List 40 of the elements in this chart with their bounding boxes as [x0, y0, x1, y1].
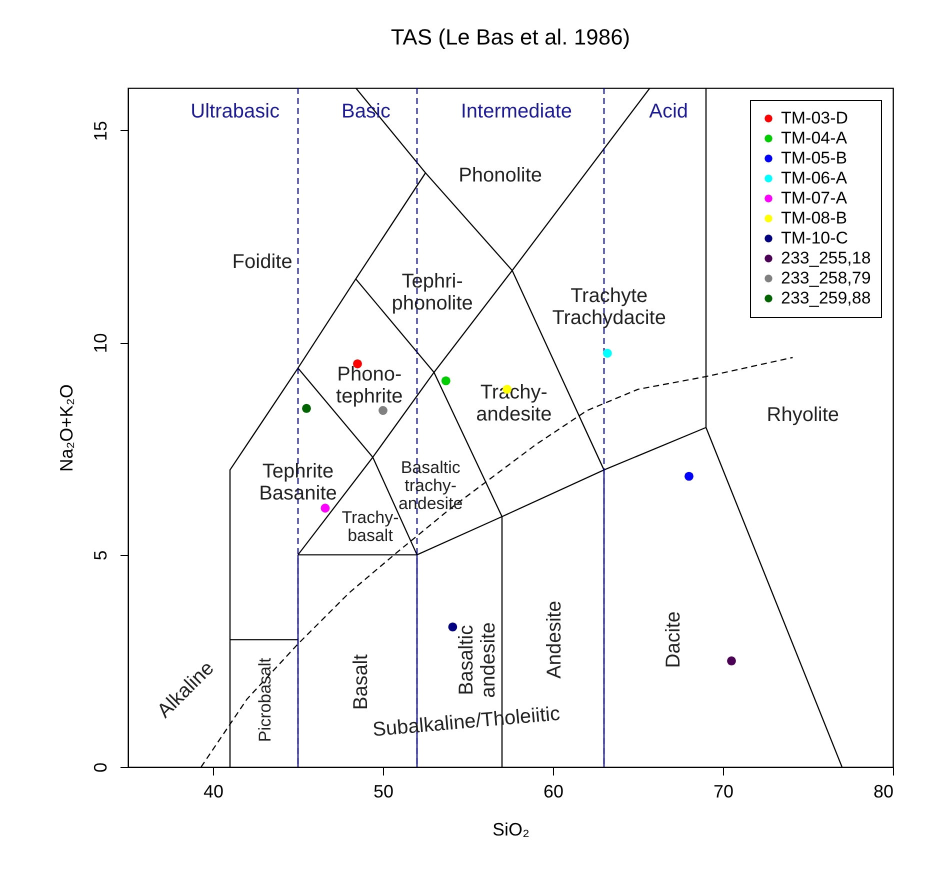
y-axis-title: Na₂O+K₂O	[56, 384, 76, 472]
annotation: Trachy- basalt	[342, 508, 399, 545]
legend-label: TM-03-D	[781, 108, 848, 128]
annotation: Basaltic trachy- andesite	[398, 458, 463, 513]
annotation: Tephrite Basanite	[259, 460, 337, 505]
legend-label: TM-08-B	[781, 208, 848, 228]
annotation: Ultrabasic	[190, 100, 280, 122]
x-tick-label: 80	[873, 782, 894, 802]
legend-label: TM-05-B	[781, 148, 848, 168]
annotation: Intermediate	[460, 100, 572, 122]
annotation: Basaltic andesite	[455, 622, 500, 698]
x-tick-label: 70	[713, 782, 734, 802]
annotation: Subalkaline/Tholeiitic	[372, 702, 561, 742]
chart-title: TAS (Le Bas et al. 1986)	[390, 24, 630, 50]
y-tick-label: 15	[90, 120, 110, 141]
legend-label: 233_255,18	[781, 248, 871, 268]
x-axis-title: SiO₂	[492, 820, 530, 840]
x-tick-label: 40	[203, 782, 224, 802]
annotation: Andesite	[544, 600, 566, 679]
y-tick-label: 5	[90, 550, 110, 560]
legend-label: 233_258,79	[781, 268, 871, 288]
x-tick-label: 60	[543, 782, 564, 802]
x-tick-label: 50	[373, 782, 394, 802]
annotation: Dacite	[662, 611, 685, 668]
legend-label: TM-07-A	[781, 188, 848, 208]
y-tick-label: 10	[90, 333, 110, 354]
annotation: Acid	[649, 100, 688, 122]
annotation: Phonolite	[458, 164, 542, 186]
legend-label: TM-10-C	[781, 228, 848, 248]
annotation: Trachyte Trachydacite	[552, 284, 666, 329]
annotation: Picrobasalt	[256, 658, 275, 742]
annotation: Tephri- phonolite	[392, 270, 473, 315]
annotation: Rhyolite	[766, 404, 840, 426]
annotation: Phono- tephrite	[336, 363, 403, 408]
legend-label: TM-06-A	[781, 168, 848, 188]
annotation: Basalt	[350, 654, 372, 710]
legend-label: TM-04-A	[781, 128, 848, 148]
legend-label: 233_259,88	[781, 288, 871, 308]
y-tick-label: 0	[90, 762, 110, 773]
annotation: Foidite	[232, 250, 292, 273]
